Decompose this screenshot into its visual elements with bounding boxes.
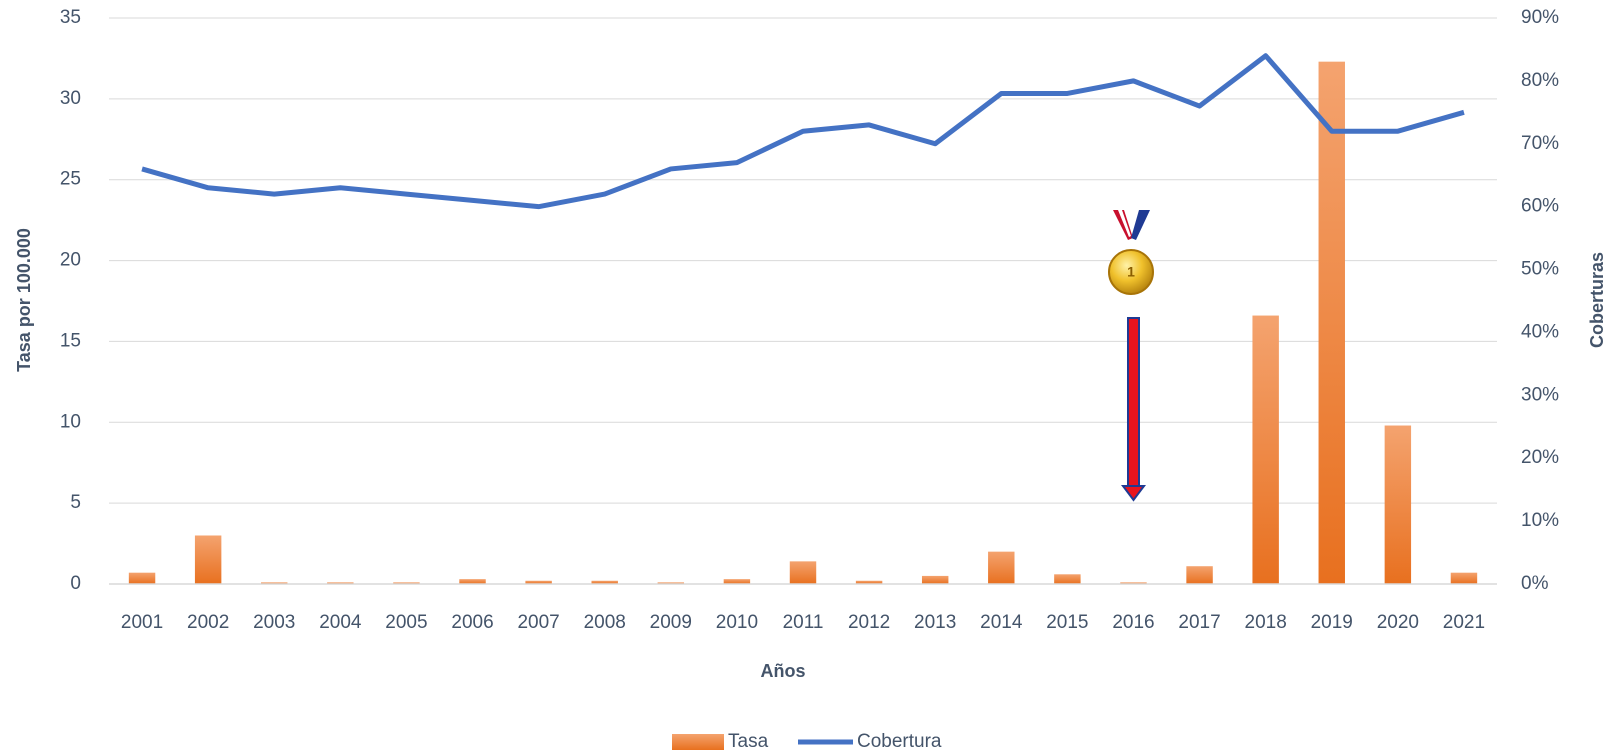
bar [723,579,751,584]
y-tick-label: 0 [70,573,81,594]
bar [393,582,420,584]
x-tick-label: 2003 [253,612,295,633]
x-tick-label: 2008 [584,612,626,633]
bar [921,575,949,584]
y2-axis-title: Coberturas [1587,252,1607,348]
bar [525,580,552,584]
y-tick-label: 10 [60,411,81,432]
bar [1252,315,1279,584]
medal: 1 [1108,210,1154,295]
x-tick-label: 2009 [650,612,692,633]
y-tick-label: 35 [60,7,81,28]
bar [657,582,685,584]
y2-tick-label: 0% [1521,573,1549,594]
legend-label: Cobertura [857,731,942,751]
x-tick-label: 2017 [1178,612,1220,633]
bar [789,561,817,584]
bar [459,579,486,584]
x-tick-label: 2005 [385,612,427,633]
x-tick-label: 2020 [1377,612,1419,633]
x-tick-label: 2019 [1311,612,1353,633]
x-tick-label: 2007 [517,612,559,633]
bar [1384,425,1412,584]
x-tick-label: 2014 [980,612,1023,633]
bar [327,582,354,584]
x-tick-label: 2001 [121,612,163,633]
y2-tick-label: 10% [1521,510,1559,531]
y2-tick-label: 40% [1521,321,1559,342]
bar [591,580,618,584]
x-tick-label: 2002 [187,612,229,633]
x-tick-label: 2012 [848,612,890,633]
x-tick-label: 2016 [1112,612,1154,633]
y-axis-title: Tasa por 100.000 [14,228,34,372]
y2-tick-label: 20% [1521,447,1559,468]
y2-tick-label: 50% [1521,259,1559,280]
x-tick-label: 2015 [1046,612,1088,633]
x-tick-label: 2006 [451,612,493,633]
bar [1054,574,1081,584]
bar [194,535,222,584]
x-tick-label: 2010 [716,612,758,633]
svg-text:1: 1 [1127,264,1135,280]
bar [1186,566,1213,584]
bar [988,551,1015,584]
x-tick-label: 2004 [319,612,362,633]
y-tick-label: 20 [60,250,81,271]
x-tick-label: 2013 [914,612,956,633]
x-tick-label: 2021 [1443,612,1485,633]
x-axis-title: Años [761,661,806,681]
grid [109,17,1497,585]
y-tick-label: 30 [60,88,81,109]
bar [1450,572,1478,584]
legend-label: Tasa [728,731,769,751]
bar [128,572,156,584]
y2-tick-label: 30% [1521,384,1559,405]
y2-tick-label: 70% [1521,133,1559,154]
x-tick-label: 2018 [1245,612,1287,633]
bar [1318,61,1345,585]
y2-tick-label: 60% [1521,196,1559,217]
line [141,53,1465,210]
y-tick-label: 25 [60,169,81,190]
legend-swatch [672,734,724,750]
x-tick-label: 2011 [783,612,824,633]
bar [1120,582,1147,584]
arrow [1121,317,1146,502]
y2-tick-label: 80% [1521,70,1559,91]
bar [261,582,288,584]
y2-tick-label: 90% [1521,7,1559,28]
y-tick-label: 5 [70,492,81,513]
y-tick-label: 15 [60,330,81,351]
bar [855,580,883,584]
